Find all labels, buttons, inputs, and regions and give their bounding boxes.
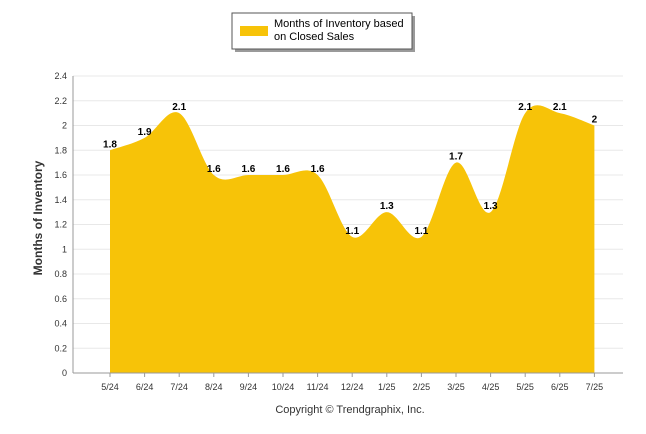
data-label: 1.3 — [484, 201, 498, 212]
x-tick-label: 7/25 — [586, 382, 604, 392]
data-label: 2 — [592, 115, 598, 126]
x-tick-label: 12/24 — [341, 382, 364, 392]
x-tick-label: 6/25 — [551, 382, 569, 392]
legend-swatch — [240, 26, 268, 36]
legend: Months of Inventory based on Closed Sale… — [231, 12, 415, 52]
axes — [72, 76, 623, 374]
data-label: 1.6 — [276, 164, 290, 175]
data-label: 1.7 — [449, 152, 463, 163]
x-tick-label: 6/24 — [136, 382, 154, 392]
x-tick-label: 11/24 — [307, 382, 329, 392]
data-label: 1.1 — [345, 226, 359, 237]
data-label: 1.6 — [311, 164, 325, 175]
data-label: 2.1 — [553, 102, 567, 113]
y-tick-label: 0.4 — [54, 319, 67, 329]
legend-text-line1: Months of Inventory based — [274, 18, 404, 30]
y-tick-label: 0.6 — [54, 294, 67, 304]
y-tick-label: 1.4 — [54, 195, 67, 205]
y-tick-label: 1.6 — [54, 170, 67, 180]
x-tick-label: 1/25 — [378, 382, 396, 392]
y-tick-label: 0 — [62, 368, 67, 378]
y-tick-label: 1 — [62, 244, 67, 254]
y-axis-title: Months of Inventory — [31, 160, 45, 275]
x-tick-label: 9/24 — [240, 382, 258, 392]
legend-text-line2: on Closed Sales — [274, 31, 355, 43]
data-label: 1.8 — [103, 139, 117, 150]
y-tick-label: 0.2 — [54, 343, 67, 353]
y-tick-label: 1.8 — [54, 145, 67, 155]
x-tick-label: 2/25 — [413, 382, 431, 392]
x-tick-label: 4/25 — [482, 382, 500, 392]
data-label: 1.1 — [414, 226, 428, 237]
y-tick-label: 2 — [62, 121, 67, 131]
data-label: 2.1 — [172, 102, 186, 113]
copyright-text: Copyright © Trendgraphix, Inc. — [275, 404, 424, 416]
x-tick-label: 5/25 — [516, 382, 534, 392]
data-label: 1.3 — [380, 201, 394, 212]
y-tick-label: 1.2 — [54, 220, 67, 230]
data-labels: 1.8 1.9 2.1 1.6 1.6 1.6 1.6 1.1 1.3 1.1 1.7 1.3 2.1 2… — [103, 102, 598, 237]
y-axis-ticks: 0 0.2 0.4 0.6 0.8 1 1.2 1.4 1.6 1.8 2 2.2 2.4 — [54, 71, 67, 378]
y-tick-label: 2.4 — [54, 71, 67, 81]
area-series — [110, 105, 595, 374]
y-tick-label: 2.2 — [54, 96, 67, 106]
x-tick-label: 7/24 — [170, 382, 188, 392]
x-axis-ticks: 5/24 6/24 7/24 8/24 9/24 10/24 11/24 12/24 1/25 2… — [101, 373, 603, 392]
y-tick-label: 0.8 — [54, 269, 67, 279]
x-tick-label: 3/25 — [447, 382, 465, 392]
x-tick-label: 8/24 — [205, 382, 223, 392]
x-tick-label: 10/24 — [272, 382, 295, 392]
data-label: 1.9 — [138, 127, 152, 138]
data-label: 2.1 — [518, 102, 532, 113]
area-series-fill — [110, 105, 595, 374]
x-tick-label: 5/24 — [101, 382, 119, 392]
data-label: 1.6 — [207, 164, 221, 175]
data-label: 1.6 — [241, 164, 255, 175]
